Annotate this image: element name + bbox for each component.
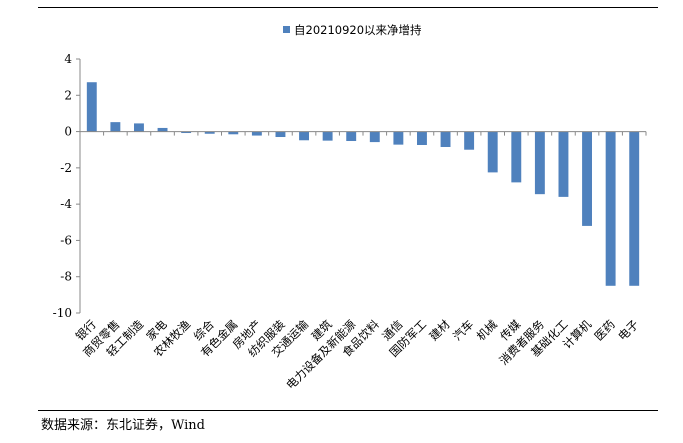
bar-14: [417, 131, 427, 145]
y-axis: 4 2 0 -2 -4 -6 -8 -10: [53, 52, 81, 320]
legend-label: 自20210920以来净增持: [294, 23, 422, 37]
y-tick-label: -6: [60, 233, 72, 247]
y-tick-label: -8: [60, 270, 72, 284]
x-category-label: 机械: [474, 317, 501, 344]
bar-1: [110, 122, 121, 132]
bar-20: [558, 131, 569, 197]
bar-23: [629, 131, 640, 286]
legend-swatch: [283, 26, 290, 33]
bars: [86, 82, 640, 286]
source-note: 数据来源：东北证券，Wind: [41, 418, 205, 433]
bar-12: [369, 131, 380, 143]
bar-10: [322, 131, 333, 141]
bar-16: [464, 131, 475, 150]
bar-3: [157, 127, 168, 132]
x-category-label: 汽车: [450, 317, 476, 343]
bar-0: [86, 82, 97, 132]
x-category-label: 建材: [427, 317, 454, 344]
bar-4: [181, 131, 192, 134]
bar-11: [346, 131, 357, 142]
y-tick-label: 0: [64, 125, 72, 139]
y-tick-label: 2: [64, 88, 72, 102]
bar-19: [534, 131, 545, 195]
y-tick-label: 4: [64, 52, 72, 66]
bar-15: [440, 131, 451, 147]
bar-17: [487, 131, 498, 173]
x-category-label: 医药: [592, 317, 618, 343]
bar-2: [134, 123, 144, 132]
top-rule: [38, 7, 658, 8]
y-tick-label: -2: [60, 161, 72, 175]
legend: 自20210920以来净增持: [283, 23, 422, 37]
x-category-label: 电子: [615, 317, 641, 343]
y-tick-label: -4: [60, 197, 72, 211]
bar-21: [582, 131, 592, 226]
y-tick-label: -10: [53, 306, 72, 320]
bar-6: [228, 131, 239, 135]
bar-5: [204, 131, 215, 134]
bar-7: [251, 131, 262, 136]
bar-chart: 420-2-4-6-8-10 银行商贸零售轻工制造家电农林牧渔综合有色金属房地产…: [53, 23, 647, 392]
bar-9: [299, 131, 309, 141]
bar-13: [393, 131, 404, 145]
bottom-rule: [38, 410, 658, 411]
bar-18: [511, 131, 522, 183]
bar-22: [605, 131, 616, 286]
bar-8: [275, 131, 286, 138]
